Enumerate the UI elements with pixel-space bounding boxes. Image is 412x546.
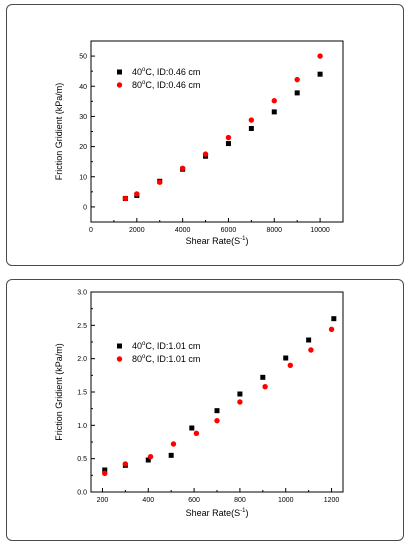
x-axis-title: Shear Rate(S-1) (186, 508, 249, 518)
data-point-circle (179, 165, 186, 172)
data-point-circle (170, 441, 177, 447)
data-point-circle (294, 76, 300, 83)
chart-panel-top: 0 2000 4000 6000 8000 10000 0 10 20 30 40 50 Shear R… (6, 4, 404, 266)
legend-label: 80oC, ID:0.46 cm (132, 80, 200, 90)
y-tick-label: 0.0 (77, 490, 87, 497)
data-point-square (248, 125, 254, 131)
data-point-circle (202, 151, 209, 157)
x-tick-label: 6000 (221, 227, 237, 234)
x-axis-title: Shear Rate(S-1) (186, 236, 249, 246)
chart-panel-bottom: 200 400 600 800 1000 1200 0.0 0.5 1.0 1.5 2.0 2.5 3.… (6, 279, 404, 541)
legend-label: 40oC, ID:1.01 cm (132, 341, 200, 351)
data-point-circle (271, 98, 277, 104)
data-point-circle (214, 417, 220, 424)
x-tick-label: 600 (188, 497, 200, 504)
x-tick-label: 2000 (129, 227, 145, 234)
chart-svg-bottom: 200 400 600 800 1000 1200 0.0 0.5 1.0 1.5 2.0 2.5 3.… (54, 290, 344, 518)
data-point-square (306, 337, 312, 343)
data-point-circle (287, 362, 294, 369)
y-axis-title: Friction Gridient (kPa/m) (54, 343, 64, 441)
plot-frame (90, 291, 344, 493)
data-point-square (283, 355, 289, 361)
data-point-circle (248, 117, 255, 123)
data-point-square (145, 457, 151, 463)
data-point-circle (122, 461, 129, 467)
data-point-circle (122, 195, 129, 202)
x-tick-label: 400 (142, 497, 154, 504)
data-point-circle (225, 134, 232, 141)
legend-label: 40oC, ID:0.46 cm (132, 67, 200, 77)
data-point-square (168, 452, 174, 458)
data-point-circle (134, 191, 140, 197)
legend-label: 80oC, ID:1.01 cm (132, 354, 200, 364)
y-tick-label: 40 (79, 84, 87, 91)
data-point-square (225, 141, 231, 147)
data-point-square (317, 71, 323, 77)
plot-frame (90, 40, 344, 223)
data-point-square (102, 467, 108, 473)
x-tick-label: 10000 (310, 227, 330, 234)
data-point-square (260, 374, 266, 380)
data-point-square (214, 408, 220, 414)
y-tick-label: 1.0 (77, 423, 87, 430)
y-tick-label: 0.5 (77, 456, 87, 463)
y-tick-label: 2.0 (77, 356, 87, 363)
y-tick-label: 50 (79, 54, 87, 61)
data-point-circle (262, 383, 268, 390)
chart-svg-top: 0 2000 4000 6000 8000 10000 0 10 20 30 40 50 Shear R… (54, 40, 344, 246)
data-point-square (331, 316, 337, 322)
data-point-circle (147, 453, 154, 460)
data-point-square (189, 425, 195, 431)
y-tick-label: 1.5 (77, 390, 87, 397)
y-tick-label: 3.0 (77, 290, 87, 297)
y-tick-label: 10 (79, 174, 87, 181)
legend-marker-circle (116, 82, 123, 88)
data-point-circle (317, 53, 323, 59)
x-tick-label: 8000 (266, 227, 282, 234)
x-tick-label: 4000 (175, 227, 191, 234)
x-tick-label: 800 (234, 497, 246, 504)
y-tick-label: 2.5 (77, 323, 87, 330)
x-tick-label: 0 (89, 227, 93, 234)
data-point-circle (193, 430, 200, 437)
x-tick-label: 1000 (278, 497, 294, 504)
data-point-circle (157, 179, 163, 185)
legend-marker-square (117, 69, 122, 75)
data-point-circle (328, 326, 335, 333)
y-tick-label: 20 (79, 144, 87, 151)
legend-marker-square (117, 343, 122, 349)
y-tick-label: 0 (83, 204, 87, 211)
data-point-square (294, 90, 300, 96)
x-tick-label: 200 (97, 497, 109, 504)
data-point-circle (237, 399, 243, 405)
data-point-square (237, 391, 243, 397)
y-tick-label: 30 (79, 114, 87, 121)
data-point-circle (308, 347, 314, 353)
y-axis-title: Friction Gridient (kPa/m) (54, 83, 64, 181)
x-tick-label: 1200 (324, 497, 340, 504)
legend-marker-circle (116, 356, 123, 362)
data-point-circle (102, 470, 108, 477)
data-point-square (271, 109, 277, 115)
